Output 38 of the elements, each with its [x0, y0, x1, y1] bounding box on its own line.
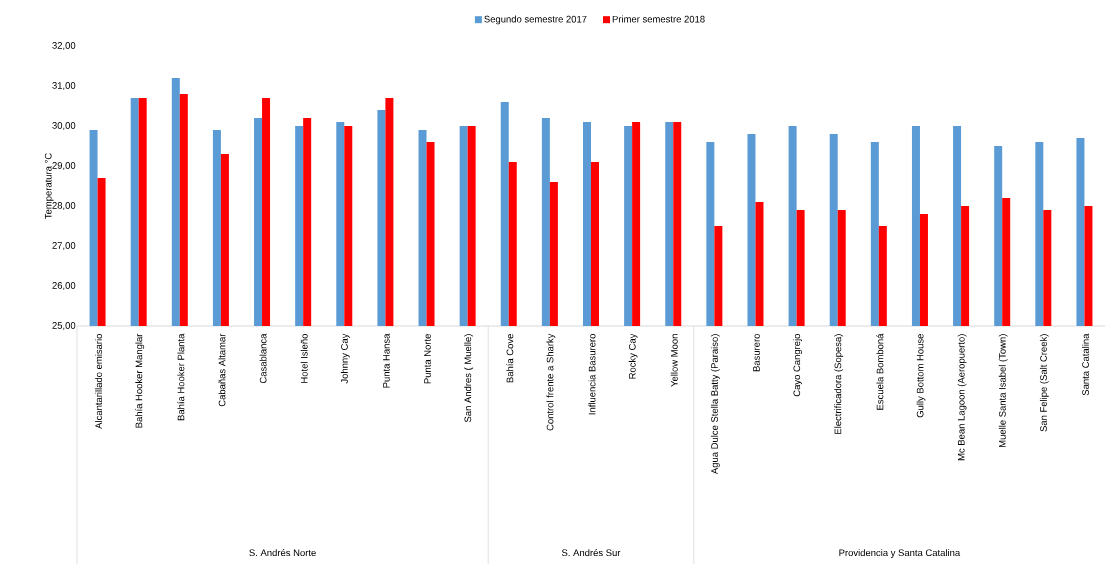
x-tick-label: Influencia Basurero — [588, 334, 596, 415]
x-tick-label: Basurero — [753, 334, 760, 372]
x-tick-label: Yellow Moon — [670, 334, 678, 387]
legend-label: Segundo semestre 2017 — [484, 15, 587, 25]
y-tick-label: 32,00 — [52, 42, 76, 50]
x-tick-label: Hotel Isleño — [300, 334, 308, 383]
x-tick-label: Muelle Santa Isabel (Town) — [998, 334, 1008, 447]
y-tick-label: 25,00 — [52, 322, 76, 330]
y-tick-label: 28,00 — [52, 202, 76, 210]
x-tick-label: Johnny Cay — [340, 333, 350, 384]
x-tick-label: Santa Catalina — [1081, 333, 1089, 396]
y-tick-label: 27,00 — [52, 242, 76, 250]
x-tick-label: Gully Bottom House — [916, 334, 926, 418]
x-tick-label: San Felipe (Salt Creek) — [1039, 334, 1049, 432]
text: S. Andrés Sur — [561, 549, 621, 557]
x-tick-label: Agua Dulce Stella Batty (Paraiso) — [710, 334, 720, 475]
x-tick-label: Electrificadora (Sopesa) — [834, 334, 844, 434]
y-tick-label: 26,00 — [52, 282, 76, 290]
x-tick-label: Control frente a Sharky — [546, 333, 556, 431]
y-tick-label: 29,00 — [52, 162, 76, 170]
legend-label: Primer semestre 2018 — [612, 15, 705, 23]
x-tick-label: Cabañas Altamar — [218, 333, 226, 407]
x-tick-label: Bahía Hooker Manglar — [135, 333, 145, 428]
text: S. Andrés Norte — [249, 549, 316, 557]
x-tick-label: Cayo Cangrejo — [793, 334, 803, 397]
y-tick-label: 30,00 — [52, 122, 76, 130]
x-tick-label: Punta Norte — [424, 334, 431, 384]
text: Providencia y Santa Catalina — [839, 549, 961, 558]
y-tick-label: 31,00 — [52, 82, 76, 90]
x-tick-label: Rocky Cay — [628, 333, 638, 379]
x-tick-label: Punta Hansa — [383, 333, 390, 388]
x-tick-label: Escuela Bomboná — [876, 333, 884, 410]
x-tick-label: Bahía Hooker Planta — [177, 333, 185, 421]
x-tick-label: Alcantarillado emisario — [95, 334, 103, 429]
x-tick-label: San Andres ( Muelle) — [464, 334, 474, 423]
x-tick-label: Bahía Cove — [506, 334, 514, 383]
x-tick-label: Casablanca — [259, 333, 267, 384]
x-tick-label: Mc Bean Lagoon (Aeropuerto) — [957, 334, 967, 461]
